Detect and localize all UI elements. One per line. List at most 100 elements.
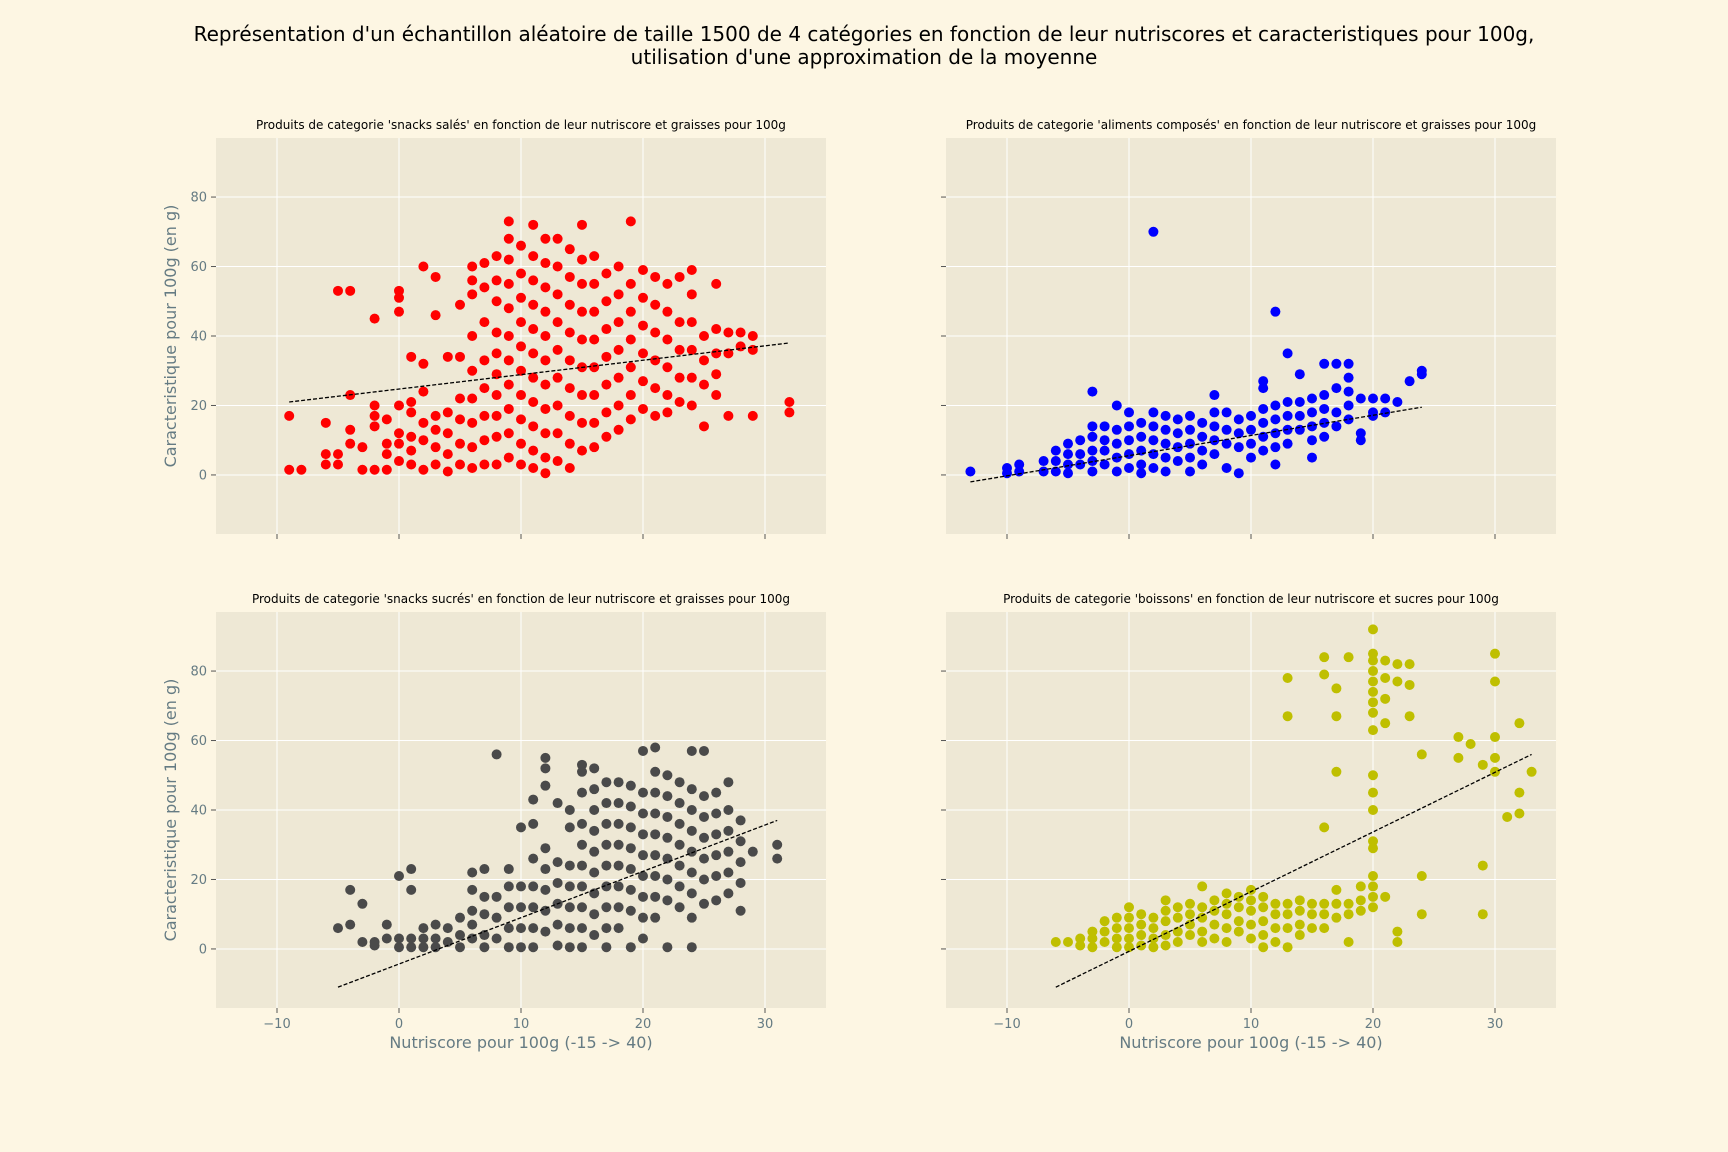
data-point xyxy=(516,292,526,303)
data-point xyxy=(467,261,478,272)
data-point xyxy=(1038,456,1049,467)
data-point xyxy=(333,285,343,296)
data-point xyxy=(1331,407,1342,418)
data-point xyxy=(491,275,502,286)
data-point xyxy=(650,871,661,881)
data-point xyxy=(430,442,441,453)
data-point xyxy=(1111,912,1122,923)
x-tick-label: −10 xyxy=(993,1017,1020,1032)
subplot-title: Produits de categorie 'snacks salés' en … xyxy=(256,118,786,132)
data-point xyxy=(1014,459,1025,470)
data-point xyxy=(1246,905,1256,916)
data-point xyxy=(479,891,490,902)
data-point xyxy=(1209,905,1220,916)
data-point xyxy=(1197,881,1208,892)
data-point xyxy=(662,895,673,906)
data-point xyxy=(577,942,587,953)
data-point xyxy=(1197,926,1208,937)
data-point xyxy=(1416,871,1427,881)
data-point xyxy=(381,414,392,425)
data-point xyxy=(650,808,661,819)
subplot-title: Produits de categorie 'snacks sucrés' en… xyxy=(252,592,790,606)
data-point xyxy=(1136,431,1147,442)
data-point xyxy=(345,285,356,296)
data-point xyxy=(1099,445,1110,456)
data-point xyxy=(723,888,734,899)
data-point xyxy=(1197,417,1208,428)
data-point xyxy=(1246,410,1256,421)
data-point xyxy=(1270,442,1281,453)
data-point xyxy=(284,464,295,475)
data-point xyxy=(552,940,563,951)
data-point xyxy=(1258,891,1269,902)
data-point xyxy=(564,463,575,473)
data-point xyxy=(1343,909,1354,920)
y-axis-label: Caracteristique pour 100g (en g) xyxy=(161,205,180,468)
data-point xyxy=(564,383,575,394)
data-point xyxy=(467,365,478,376)
data-point xyxy=(589,251,600,262)
data-point xyxy=(638,829,648,840)
data-point xyxy=(1148,923,1159,934)
data-point xyxy=(1282,348,1293,359)
data-point xyxy=(528,397,539,407)
data-point xyxy=(491,912,502,923)
data-point xyxy=(1087,421,1098,432)
data-point xyxy=(564,299,575,310)
data-point xyxy=(442,407,453,418)
data-point xyxy=(1111,438,1122,449)
data-point xyxy=(552,798,563,809)
data-point xyxy=(1380,393,1391,404)
data-point xyxy=(735,857,746,868)
data-point xyxy=(1124,902,1134,913)
data-point xyxy=(589,442,600,453)
y-axis-label: Caracteristique pour 100g (en g) xyxy=(161,679,180,942)
data-point xyxy=(418,386,429,397)
data-point xyxy=(735,341,746,352)
data-point xyxy=(467,331,478,341)
data-point xyxy=(528,853,539,864)
x-tick-label: 0 xyxy=(1125,1017,1133,1032)
data-point xyxy=(1258,902,1269,913)
data-point xyxy=(564,327,575,338)
data-point xyxy=(699,898,709,909)
data-point xyxy=(699,745,709,756)
data-point xyxy=(503,942,514,953)
data-point xyxy=(1221,463,1232,473)
data-point xyxy=(1075,940,1086,951)
data-point xyxy=(1343,400,1354,411)
data-point xyxy=(1355,881,1366,892)
data-point xyxy=(1160,940,1171,951)
data-point xyxy=(1075,933,1086,944)
data-point xyxy=(467,417,478,428)
data-point xyxy=(1221,888,1232,899)
data-point xyxy=(1258,445,1269,456)
data-point xyxy=(625,278,636,289)
data-point xyxy=(1185,466,1195,477)
data-point xyxy=(723,777,734,788)
data-point xyxy=(1136,940,1147,951)
data-point xyxy=(467,442,478,453)
data-point xyxy=(455,299,465,310)
data-point xyxy=(1294,397,1305,407)
data-point xyxy=(577,839,587,850)
data-point xyxy=(772,853,783,864)
figure-title: Représentation d'un échantillon aléatoir… xyxy=(193,22,1535,46)
data-point xyxy=(394,285,404,296)
data-point xyxy=(674,397,685,407)
data-point xyxy=(394,400,404,411)
data-point xyxy=(613,261,624,272)
data-point xyxy=(455,438,465,449)
data-point xyxy=(1087,933,1098,944)
data-point xyxy=(406,431,417,442)
data-point xyxy=(577,254,587,265)
data-point xyxy=(540,452,551,463)
data-point xyxy=(369,410,380,421)
data-point xyxy=(491,891,502,902)
data-point xyxy=(503,452,514,463)
data-point xyxy=(1063,459,1073,470)
data-point xyxy=(1502,811,1513,822)
data-point xyxy=(1160,905,1171,916)
data-point xyxy=(467,463,478,473)
data-point xyxy=(1050,466,1061,477)
